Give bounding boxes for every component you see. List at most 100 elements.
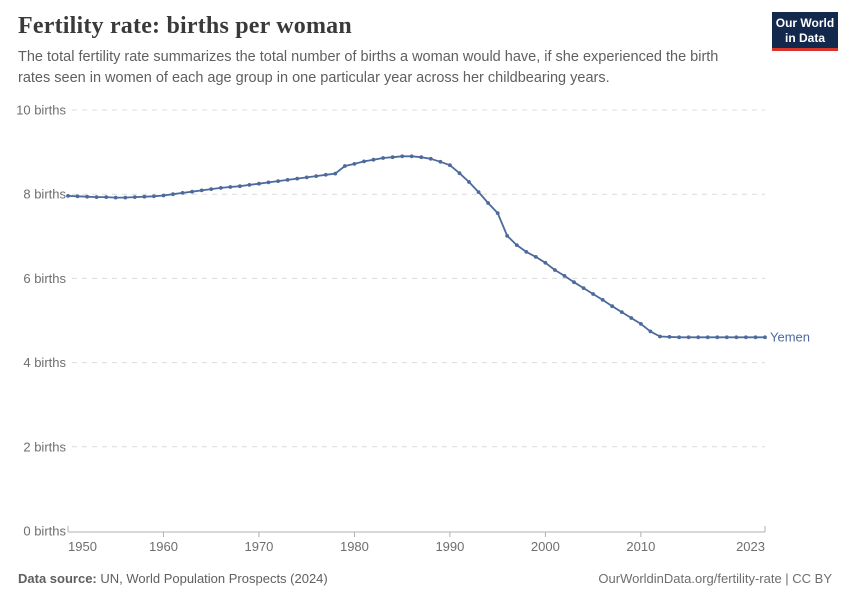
data-point[interactable] <box>104 195 109 200</box>
owid-logo-line2: in Data <box>784 30 825 45</box>
x-axis-tick-label: 1980 <box>340 539 369 554</box>
data-point[interactable] <box>476 190 481 195</box>
data-point[interactable] <box>686 335 691 340</box>
data-point[interactable] <box>257 181 261 186</box>
data-point[interactable] <box>180 191 185 195</box>
data-point[interactable] <box>619 310 624 314</box>
data-point[interactable] <box>285 178 290 182</box>
data-point[interactable] <box>724 335 729 340</box>
data-point[interactable] <box>371 157 376 162</box>
data-point[interactable] <box>295 176 300 181</box>
data-point[interactable] <box>763 335 767 340</box>
data-point[interactable] <box>591 292 595 296</box>
data-point[interactable] <box>352 162 357 166</box>
data-point[interactable] <box>409 154 414 159</box>
data-point[interactable] <box>333 171 338 176</box>
data-point[interactable] <box>132 195 137 200</box>
data-point[interactable] <box>677 335 681 340</box>
data-point[interactable] <box>524 250 529 254</box>
data-point[interactable] <box>457 171 462 176</box>
data-point[interactable] <box>238 184 242 189</box>
data-point[interactable] <box>323 172 328 177</box>
credit-link[interactable]: OurWorldinData.org/fertility-rate | CC B… <box>598 571 832 586</box>
data-point[interactable] <box>304 175 309 180</box>
data-point[interactable] <box>247 183 252 187</box>
data-point[interactable] <box>343 164 347 168</box>
data-point[interactable] <box>438 159 443 164</box>
data-point[interactable] <box>658 334 662 339</box>
data-point[interactable] <box>467 180 471 184</box>
y-axis-tick-label: 0 births <box>23 524 66 539</box>
chart-subtitle: The total fertility rate summarizes the … <box>18 49 719 86</box>
data-point[interactable] <box>705 335 710 340</box>
data-point[interactable] <box>152 194 156 199</box>
data-point[interactable] <box>381 156 385 160</box>
x-axis-tick-label: 1960 <box>149 539 178 554</box>
y-axis-tick-label: 6 births <box>23 271 66 286</box>
x-axis-tick-label: 2000 <box>531 539 560 554</box>
data-source: Data source: UN, World Population Prospe… <box>18 571 328 586</box>
x-axis-tick-label: 2010 <box>626 539 655 554</box>
data-point[interactable] <box>276 179 280 184</box>
x-axis-tick-label: 1950 <box>68 539 97 554</box>
data-point[interactable] <box>171 192 175 197</box>
data-point[interactable] <box>486 201 490 205</box>
data-point[interactable] <box>218 186 223 190</box>
data-point[interactable] <box>448 163 452 168</box>
data-point[interactable] <box>562 274 567 278</box>
x-axis-tick-label: 2023 <box>736 539 765 554</box>
data-point[interactable] <box>123 195 128 200</box>
data-point[interactable] <box>734 335 739 340</box>
data-point[interactable] <box>161 193 166 198</box>
data-point[interactable] <box>228 185 233 189</box>
data-point[interactable] <box>390 155 395 160</box>
data-point[interactable] <box>75 194 80 199</box>
data-point[interactable] <box>142 194 147 199</box>
data-point[interactable] <box>514 243 519 248</box>
data-point[interactable] <box>600 298 605 302</box>
data-source-label: Data source: <box>18 571 97 586</box>
data-point[interactable] <box>744 335 748 340</box>
data-point[interactable] <box>190 189 195 194</box>
data-point[interactable] <box>66 194 70 198</box>
data-point[interactable] <box>94 195 99 200</box>
data-point[interactable] <box>572 280 576 285</box>
data-point[interactable] <box>533 255 538 259</box>
data-point[interactable] <box>610 304 615 309</box>
data-point[interactable] <box>505 234 510 238</box>
y-axis-tick-label: 4 births <box>23 355 66 370</box>
data-point[interactable] <box>495 211 500 216</box>
data-point[interactable] <box>543 260 548 265</box>
y-axis-tick-label: 10 births <box>16 103 66 118</box>
data-point[interactable] <box>648 329 653 334</box>
data-point[interactable] <box>629 316 634 320</box>
data-point[interactable] <box>199 188 204 193</box>
entity-label[interactable]: Yemen <box>770 329 810 344</box>
data-point[interactable] <box>314 174 319 179</box>
x-axis-tick-label: 1990 <box>435 539 464 554</box>
data-point[interactable] <box>667 335 672 339</box>
data-point[interactable] <box>362 159 366 164</box>
data-point[interactable] <box>266 180 271 185</box>
data-point[interactable] <box>209 187 214 192</box>
data-source-text: UN, World Population Prospects (2024) <box>100 571 328 586</box>
data-point[interactable] <box>715 335 720 340</box>
x-axis-tick-label: 1970 <box>244 539 273 554</box>
data-point[interactable] <box>400 154 405 159</box>
data-point[interactable] <box>696 335 701 340</box>
data-point[interactable] <box>553 268 557 272</box>
y-axis-tick-label: 2 births <box>23 439 66 454</box>
data-point[interactable] <box>85 194 89 199</box>
chart-title: Fertility rate: births per woman <box>18 13 352 39</box>
owid-logo-line1: Our World <box>775 16 835 30</box>
owid-logo[interactable]: Our World in Data <box>772 12 838 51</box>
plot-area[interactable] <box>68 110 765 531</box>
data-point[interactable] <box>113 195 118 200</box>
data-point[interactable] <box>753 335 758 340</box>
data-point[interactable] <box>639 322 643 326</box>
data-point[interactable] <box>428 156 433 161</box>
data-point[interactable] <box>581 286 586 290</box>
data-point[interactable] <box>419 155 424 160</box>
